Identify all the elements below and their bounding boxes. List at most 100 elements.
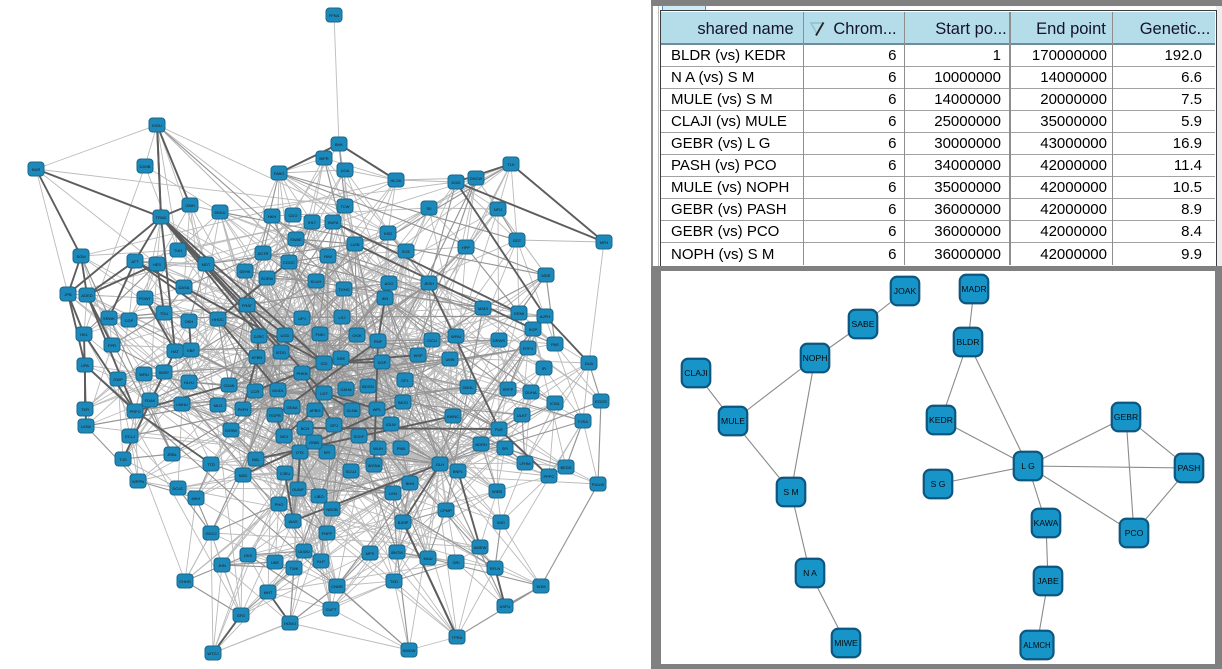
svg-text:DNGL: DNGL: [462, 385, 474, 390]
svg-text:KEDR: KEDR: [929, 415, 953, 425]
svg-text:BNTM: BNTM: [391, 550, 402, 555]
svg-text:DGD: DGD: [452, 180, 461, 185]
svg-text:HES: HES: [153, 262, 162, 267]
svg-text:LKN: LKN: [389, 491, 397, 496]
svg-text:DRWS: DRWS: [493, 338, 505, 343]
svg-text:CDO: CDO: [289, 213, 298, 218]
svg-text:PKFH: PKFH: [238, 407, 249, 412]
svg-text:BAL: BAL: [252, 457, 260, 462]
svg-text:JESH: JESH: [424, 281, 434, 286]
svg-text:GUMF: GUMF: [292, 487, 304, 492]
svg-text:MDT: MDT: [202, 262, 211, 267]
svg-text:HLHJ: HLHJ: [184, 380, 194, 385]
svg-text:SOEW: SOEW: [261, 276, 273, 281]
svg-text:CHHG: CHHG: [179, 579, 191, 584]
svg-text:RPFP: RPFP: [503, 387, 514, 392]
svg-text:ICD: ICD: [321, 361, 328, 366]
svg-text:MHT: MHT: [264, 590, 273, 595]
svg-text:CICU: CICU: [427, 338, 437, 343]
svg-text:LUIN: LUIN: [350, 242, 359, 247]
svg-text:CCR: CCR: [251, 389, 260, 394]
svg-text:MPS: MPS: [366, 551, 375, 556]
svg-text:FNFP: FNFP: [322, 531, 333, 536]
svg-text:MUU: MUU: [423, 556, 432, 561]
svg-text:CGOC: CGOC: [283, 260, 295, 265]
svg-text:KSD: KSD: [384, 231, 392, 236]
svg-text:HHOC: HHOC: [212, 317, 224, 322]
svg-text:BLDR: BLDR: [957, 337, 980, 347]
svg-text:NDRH: NDRH: [475, 442, 487, 447]
svg-text:PUUW: PUUW: [592, 482, 604, 487]
svg-text:MADI: MADI: [478, 306, 488, 311]
svg-text:MKH: MKH: [192, 496, 201, 501]
svg-text:JOAK: JOAK: [894, 286, 917, 296]
svg-text:HOWJ: HOWJ: [284, 621, 296, 626]
svg-text:WPAI: WPAI: [451, 334, 461, 339]
svg-text:KLP: KLP: [317, 559, 325, 564]
svg-text:BCN: BCN: [301, 426, 310, 431]
svg-text:GNIB: GNIB: [309, 440, 319, 445]
svg-text:WIEB: WIEB: [492, 489, 503, 494]
svg-text:JHN: JHN: [218, 563, 226, 568]
svg-text:SWAE: SWAE: [290, 237, 302, 242]
svg-text:RFLN: RFLN: [490, 566, 501, 571]
svg-text:HLOA: HLOA: [391, 178, 402, 183]
svg-text:DJRC: DJRC: [254, 334, 265, 339]
svg-text:MDE: MDE: [542, 273, 551, 278]
svg-text:RIW: RIW: [324, 254, 332, 259]
svg-text:GEBR: GEBR: [1114, 412, 1138, 422]
svg-text:ALMCH: ALMCH: [1023, 641, 1050, 650]
svg-text:DJMB: DJMB: [140, 164, 151, 169]
svg-text:TRAD: TRAD: [156, 215, 167, 220]
svg-text:SCUJ: SCUJ: [346, 469, 356, 474]
svg-text:DEHK: DEHK: [239, 269, 250, 274]
svg-text:GFD: GFD: [237, 613, 246, 618]
svg-text:L G: L G: [1021, 461, 1035, 471]
svg-text:KWNC: KWNC: [447, 414, 459, 419]
svg-text:IMO: IMO: [497, 520, 505, 525]
svg-text:TCW: TCW: [340, 204, 349, 209]
svg-text:RNF: RNF: [374, 339, 383, 344]
svg-text:FFNA: FFNA: [329, 13, 340, 18]
svg-text:UKE: UKE: [271, 560, 280, 565]
svg-text:CNNR: CNNR: [331, 584, 343, 589]
svg-text:CDAK: CDAK: [223, 383, 234, 388]
svg-text:OPJ: OPJ: [330, 423, 338, 428]
svg-text:TDU: TDU: [160, 311, 168, 316]
svg-text:APBG: APBG: [309, 408, 320, 413]
svg-text:FDAK: FDAK: [145, 398, 156, 403]
svg-text:BJMP: BJMP: [398, 520, 409, 525]
svg-text:TJO: TJO: [119, 457, 127, 462]
svg-text:MOI: MOI: [280, 434, 288, 439]
svg-text:HUFA: HUFA: [328, 220, 339, 225]
svg-text:PNB: PNB: [397, 446, 406, 451]
svg-text:AWEW: AWEW: [474, 545, 487, 550]
svg-text:BHN: BHN: [406, 481, 415, 486]
svg-text:KPI: KPI: [324, 450, 330, 455]
svg-text:CUFT: CUFT: [326, 607, 337, 612]
svg-text:GEAA: GEAA: [286, 405, 297, 410]
svg-text:KLUH: KLUH: [311, 279, 322, 284]
svg-text:FNKI: FNKI: [315, 332, 324, 337]
svg-text:DASA: DASA: [179, 285, 190, 290]
svg-text:SCKF: SCKF: [354, 434, 365, 439]
svg-text:JPB: JPB: [64, 292, 72, 297]
svg-text:HAT: HAT: [171, 349, 179, 354]
svg-text:GLH: GLH: [436, 462, 444, 467]
svg-text:KBF: KBF: [187, 348, 195, 353]
svg-text:ECLJ: ECLJ: [125, 434, 135, 439]
svg-text:S G: S G: [931, 479, 946, 489]
svg-text:WUDL: WUDL: [272, 388, 285, 393]
svg-text:BDGN: BDGN: [362, 384, 374, 389]
svg-text:DGP: DGP: [378, 360, 387, 365]
svg-text:UGD: UGD: [281, 333, 290, 338]
svg-text:FJSA: FJSA: [578, 419, 588, 424]
svg-text:FABG: FABG: [274, 171, 285, 176]
svg-text:IAAS: IAAS: [288, 519, 297, 524]
svg-text:FRAT: FRAT: [242, 303, 253, 308]
svg-text:AOED: AOED: [81, 293, 92, 298]
svg-text:MULE: MULE: [721, 416, 745, 426]
svg-text:IHLT: IHLT: [308, 220, 317, 225]
svg-text:SFI: SFI: [502, 446, 508, 451]
svg-text:KFBN: KFBN: [252, 355, 263, 360]
